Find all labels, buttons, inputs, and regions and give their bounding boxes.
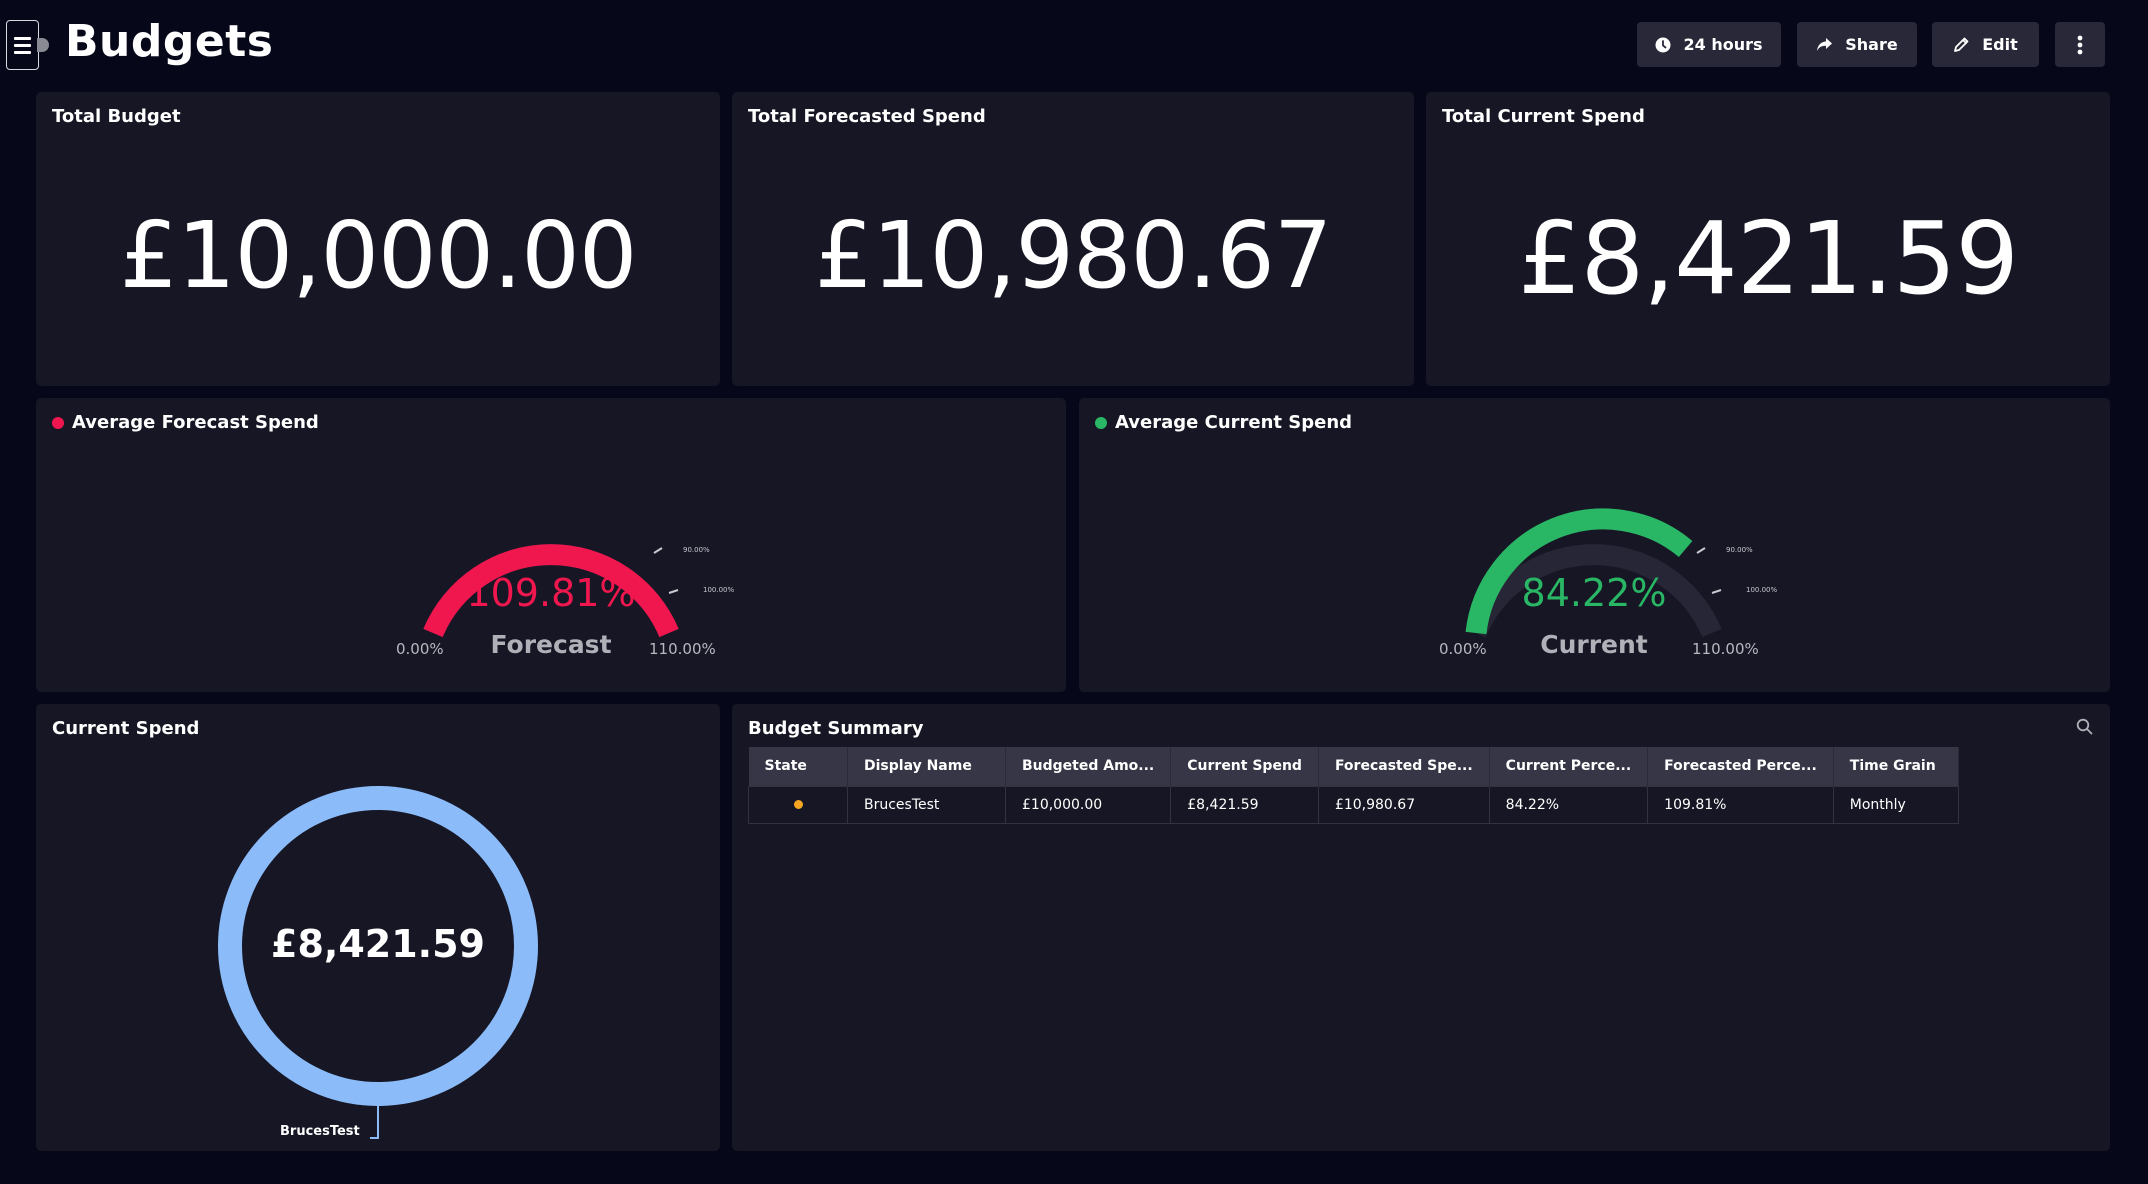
panel-title-row: Average Forecast Spend: [52, 412, 319, 433]
gauge-tick-label: 90.00%: [1726, 546, 1753, 554]
edit-button[interactable]: Edit: [1932, 22, 2039, 67]
current-gauge: 90.00% 100.00% 84.22% Current 0.00% 110.…: [1429, 493, 1809, 673]
share-button[interactable]: Share: [1797, 22, 1917, 67]
pencil-icon: [1954, 37, 1969, 52]
hamburger-icon-bar: [14, 43, 31, 47]
time-grain-cell: Monthly: [1832, 785, 1959, 824]
current-spend-cell: £8,421.59: [1170, 785, 1319, 824]
kebab-menu-icon: [2077, 35, 2083, 54]
gauge-label: Current: [1540, 630, 1648, 659]
forecasted-percent-cell: 109.81%: [1647, 785, 1834, 824]
share-arrow-icon: [1817, 38, 1833, 51]
panel-title: Budget Summary: [748, 718, 924, 739]
average-current-spend-panel: Average Current Spend 90.00% 100.00% 84.…: [1079, 398, 2110, 692]
page-title: Budgets: [65, 16, 274, 67]
menu-toggle-button[interactable]: [6, 20, 39, 70]
budget-summary-panel: Budget Summary State Display Name Budget…: [732, 704, 2110, 1151]
gauge-label: Forecast: [490, 630, 612, 659]
hamburger-icon-bar: [14, 50, 31, 54]
state-cell: [748, 785, 848, 824]
gauge-value: 109.81%: [466, 571, 636, 615]
total-budget-value: £10,000.00: [119, 202, 638, 309]
donut-center-value: £8,421.59: [271, 922, 485, 966]
total-budget-panel: Total Budget £10,000.00: [36, 92, 720, 386]
panel-title: Average Current Spend: [1115, 412, 1353, 433]
current-percent-cell: 84.22%: [1488, 785, 1649, 824]
share-label: Share: [1845, 35, 1898, 54]
search-icon: [2076, 718, 2092, 734]
donut-series-label: BrucesTest: [280, 1124, 360, 1139]
sidebar-handle-icon[interactable]: [37, 38, 49, 52]
gauge-tick-label: 90.00%: [683, 546, 710, 554]
total-forecasted-spend-panel: Total Forecasted Spend £10,980.67: [732, 92, 1414, 386]
budget-summary-table: State Display Name Budgeted Amo... Curre…: [748, 747, 1959, 824]
legend-dot-icon: [52, 416, 64, 429]
hamburger-icon-bar: [14, 36, 31, 40]
state-indicator-icon: [793, 799, 803, 809]
forecast-gauge: 90.00% 100.00% 109.81% Forecast 0.00% 11…: [386, 493, 766, 673]
column-header-display-name[interactable]: Display Name: [847, 747, 1006, 786]
total-forecasted-spend-value: £10,980.67: [814, 202, 1333, 309]
column-header-time-grain[interactable]: Time Grain: [1833, 747, 1959, 786]
current-spend-panel: Current Spend £8,421.59 BrucesTest: [36, 704, 720, 1151]
panel-title: Current Spend: [52, 718, 200, 739]
total-current-spend-panel: Total Current Spend £8,421.59: [1426, 92, 2110, 386]
budgeted-amount-cell: £10,000.00: [1004, 785, 1172, 824]
forecasted-spend-cell: £10,980.67: [1317, 785, 1490, 824]
average-forecast-spend-panel: Average Forecast Spend 90.00% 100.00% 10…: [36, 398, 1066, 692]
panel-title: Total Forecasted Spend: [748, 106, 986, 127]
column-header-current-spend[interactable]: Current Spend: [1170, 747, 1319, 786]
panel-title: Average Forecast Spend: [72, 412, 319, 433]
gauge-arc: [423, 544, 679, 638]
panel-title: Total Budget: [52, 106, 181, 127]
gauge-max-label: 110.00%: [1692, 640, 1759, 658]
table-search-button[interactable]: [2072, 714, 2096, 738]
gauge-tick-label: 100.00%: [1746, 586, 1778, 594]
gauge-min-label: 0.00%: [1439, 640, 1487, 658]
column-header-state[interactable]: State: [748, 747, 848, 786]
gauge-min-label: 0.00%: [396, 640, 444, 658]
gauge-value: 84.22%: [1521, 571, 1667, 615]
display-name-cell: BrucesTest: [847, 785, 1006, 824]
column-header-current-percent[interactable]: Current Perce...: [1489, 747, 1649, 786]
gauge-arc: [1465, 508, 1722, 638]
edit-label: Edit: [1982, 35, 2018, 54]
column-header-budgeted-amount[interactable]: Budgeted Amo...: [1005, 747, 1172, 786]
more-options-button[interactable]: [2055, 22, 2105, 67]
donut-chart: [218, 786, 538, 1139]
table-header-row: State Display Name Budgeted Amo... Curre…: [748, 747, 1959, 786]
panel-title-row: Average Current Spend: [1095, 412, 1352, 433]
time-range-button[interactable]: 24 hours: [1637, 22, 1781, 67]
column-header-forecasted-percent[interactable]: Forecasted Perce...: [1647, 747, 1834, 786]
table-row[interactable]: BrucesTest £10,000.00 £8,421.59 £10,980.…: [748, 785, 1959, 824]
total-current-spend-value: £8,421.59: [1518, 200, 2019, 317]
gauge-max-label: 110.00%: [649, 640, 716, 658]
legend-dot-icon: [1095, 416, 1107, 429]
column-header-forecasted-spend[interactable]: Forecasted Spe...: [1318, 747, 1490, 786]
panel-title: Total Current Spend: [1442, 106, 1645, 127]
time-range-label: 24 hours: [1683, 35, 1763, 54]
clock-icon: [1655, 37, 1671, 52]
gauge-tick-label: 100.00%: [703, 586, 735, 594]
